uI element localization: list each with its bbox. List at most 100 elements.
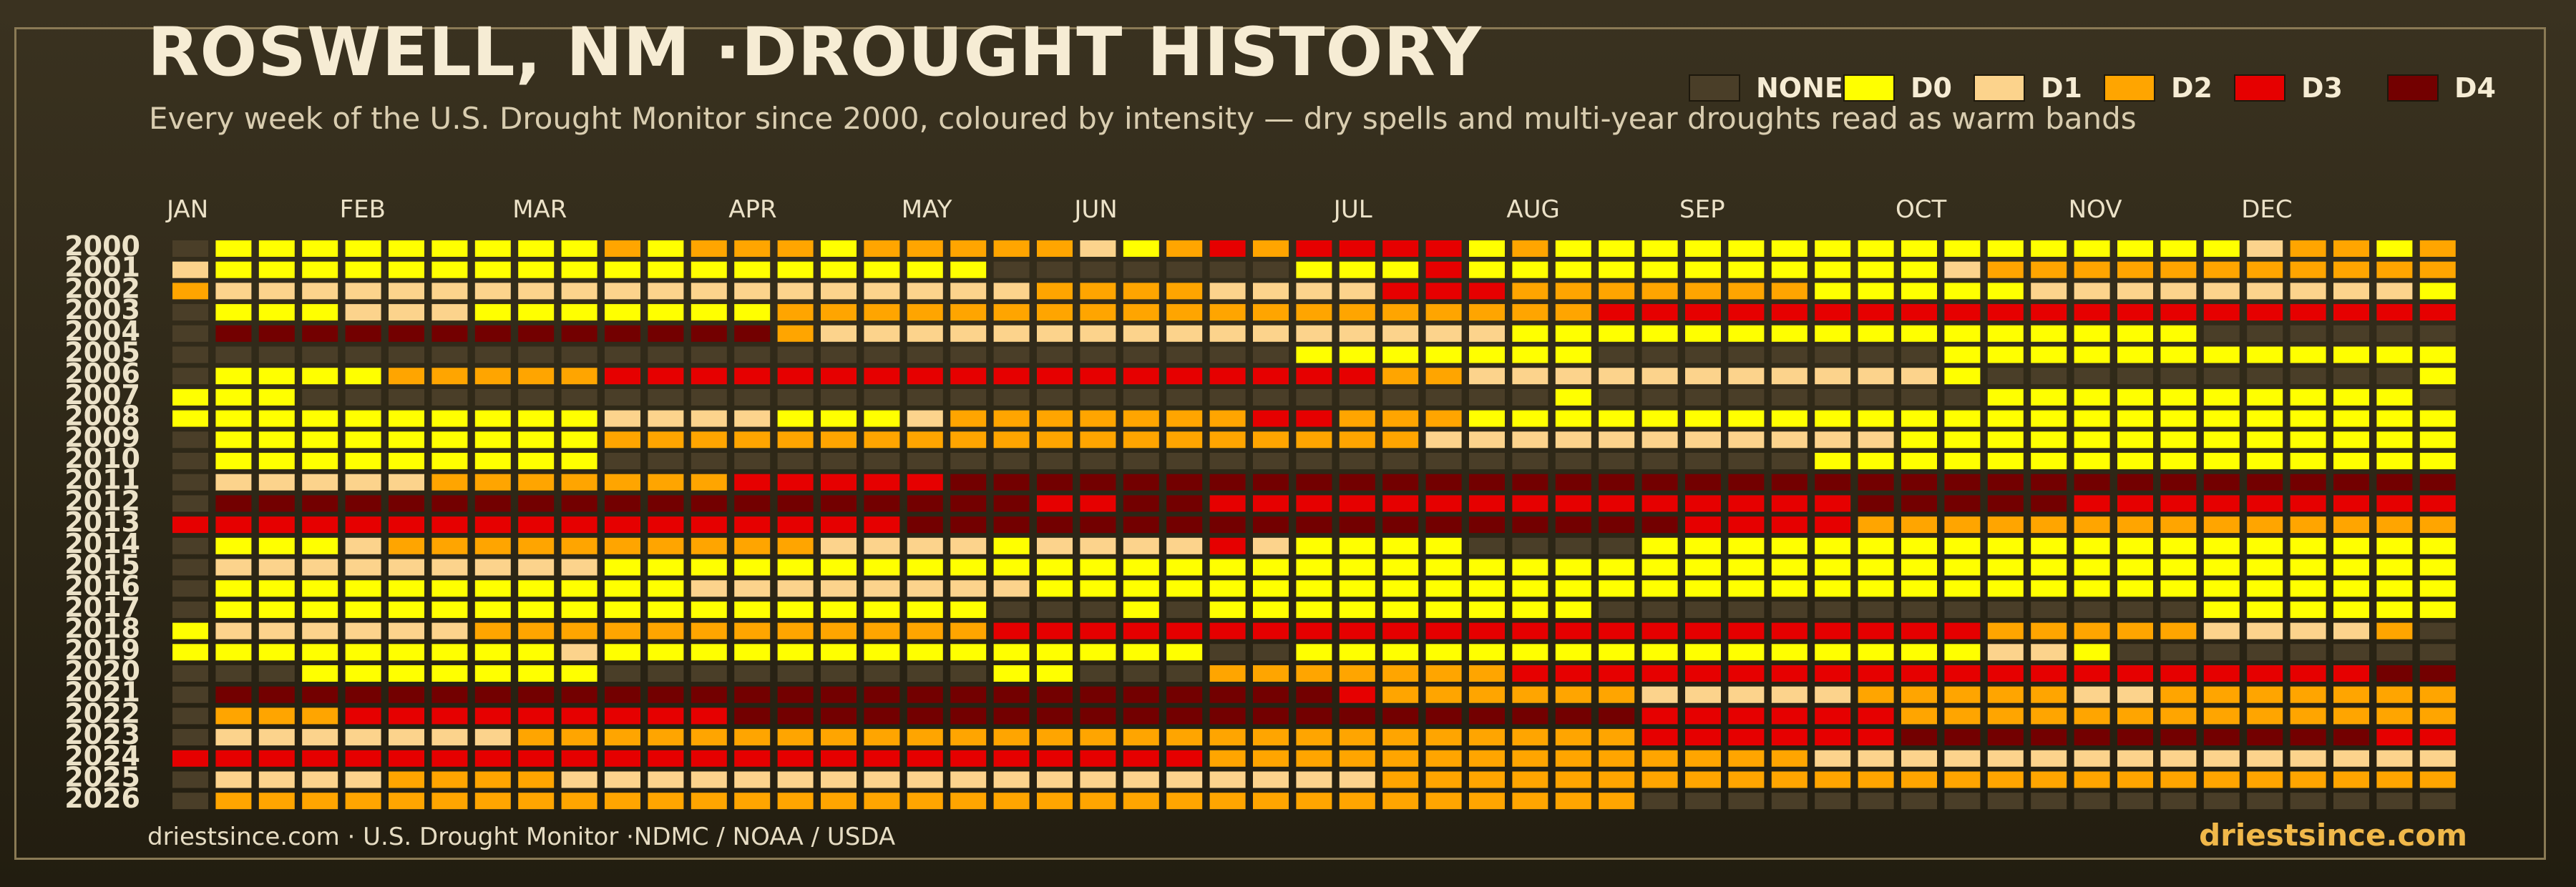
week-cell: [1555, 750, 1591, 767]
week-cell: [561, 261, 597, 278]
week-cell: [258, 707, 295, 725]
week-cell: [2419, 580, 2456, 597]
week-cell: [2031, 537, 2067, 554]
week-cell: [1987, 665, 2024, 682]
week-cell: [1512, 240, 1548, 257]
week-cell: [302, 686, 338, 703]
week-cell: [2247, 453, 2283, 469]
week-cell: [518, 304, 555, 321]
week-cell: [345, 474, 381, 491]
week-cell: [1641, 644, 1678, 661]
week-cell: [1641, 622, 1678, 639]
week-cell: [1469, 304, 1505, 321]
week-cell: [1512, 622, 1548, 639]
week-cell: [2290, 644, 2326, 661]
week-cell: [1123, 388, 1159, 406]
week-cell: [215, 283, 252, 300]
heatmap-row-2023: [172, 729, 2456, 746]
week-cell: [907, 261, 943, 278]
week-cell: [1901, 283, 1937, 300]
week-cell: [1641, 580, 1678, 597]
heatmap-row-2022: [172, 707, 2456, 725]
week-cell: [345, 453, 381, 469]
week-cell: [431, 325, 468, 342]
week-cell: [389, 368, 424, 385]
week-cell: [258, 665, 295, 682]
week-cell: [1080, 346, 1116, 363]
week-cell: [1555, 431, 1591, 449]
week-cell: [1080, 474, 1116, 491]
week-cell: [1382, 240, 1419, 257]
week-cell: [258, 750, 295, 767]
week-cell: [821, 665, 857, 682]
week-cell: [1339, 537, 1375, 554]
week-cell: [1037, 601, 1073, 618]
week-cell: [1987, 686, 2024, 703]
week-cell: [648, 304, 684, 321]
week-cell: [1858, 474, 1894, 491]
week-cell: [2247, 368, 2283, 385]
week-cell: [1987, 410, 2024, 427]
week-cell: [2203, 622, 2240, 639]
week-cell: [1815, 325, 1851, 342]
week-cell: [648, 283, 684, 300]
week-cell: [302, 601, 338, 618]
week-cell: [1080, 516, 1116, 534]
week-cell: [1555, 410, 1591, 427]
week-cell: [1253, 750, 1289, 767]
week-cell: [389, 474, 424, 491]
week-cell: [1512, 793, 1548, 810]
week-cell: [1944, 261, 1981, 278]
week-cell: [1469, 750, 1505, 767]
week-cell: [1037, 346, 1073, 363]
week-cell: [1166, 346, 1203, 363]
week-cell: [1685, 644, 1721, 661]
week-cell: [345, 686, 381, 703]
week-cell: [389, 644, 424, 661]
week-cell: [474, 729, 511, 746]
week-cell: [1382, 707, 1419, 725]
week-cell: [1166, 516, 1203, 534]
week-cell: [1641, 346, 1678, 363]
heatmap-row-2000: [172, 240, 2456, 257]
week-cell: [777, 495, 814, 512]
week-cell: [1080, 580, 1116, 597]
week-cell: [2160, 729, 2197, 746]
week-cell: [821, 431, 857, 449]
year-label-2026: 2026: [64, 783, 140, 814]
week-cell: [821, 622, 857, 639]
week-cell: [734, 559, 771, 576]
week-cell: [518, 707, 555, 725]
week-cell: [1080, 431, 1116, 449]
week-cell: [1555, 601, 1591, 618]
week-cell: [389, 750, 424, 767]
week-cell: [302, 368, 338, 385]
week-cell: [1469, 516, 1505, 534]
week-cell: [734, 537, 771, 554]
week-cell: [1382, 474, 1419, 491]
week-cell: [258, 729, 295, 746]
week-cell: [1858, 388, 1894, 406]
week-cell: [2247, 665, 2283, 682]
week-cell: [777, 368, 814, 385]
week-cell: [1944, 346, 1981, 363]
chart-subtitle: Every week of the U.S. Drought Monitor s…: [149, 101, 2137, 136]
week-cell: [2031, 686, 2067, 703]
week-cell: [345, 537, 381, 554]
week-cell: [1469, 686, 1505, 703]
week-cell: [1253, 580, 1289, 597]
week-cell: [864, 622, 900, 639]
week-cell: [648, 474, 684, 491]
year-label-2001: 2001: [64, 252, 140, 283]
week-cell: [2290, 431, 2326, 449]
week-cell: [1555, 240, 1591, 257]
week-cell: [1296, 644, 1332, 661]
week-cell: [605, 707, 640, 725]
week-cell: [648, 388, 684, 406]
legend: NONE D0 D1 D2 D3 D4: [1689, 70, 2519, 106]
week-cell: [691, 537, 727, 554]
week-cell: [1815, 240, 1851, 257]
week-cell: [1771, 537, 1807, 554]
week-cell: [172, 707, 208, 725]
week-cell: [691, 474, 727, 491]
